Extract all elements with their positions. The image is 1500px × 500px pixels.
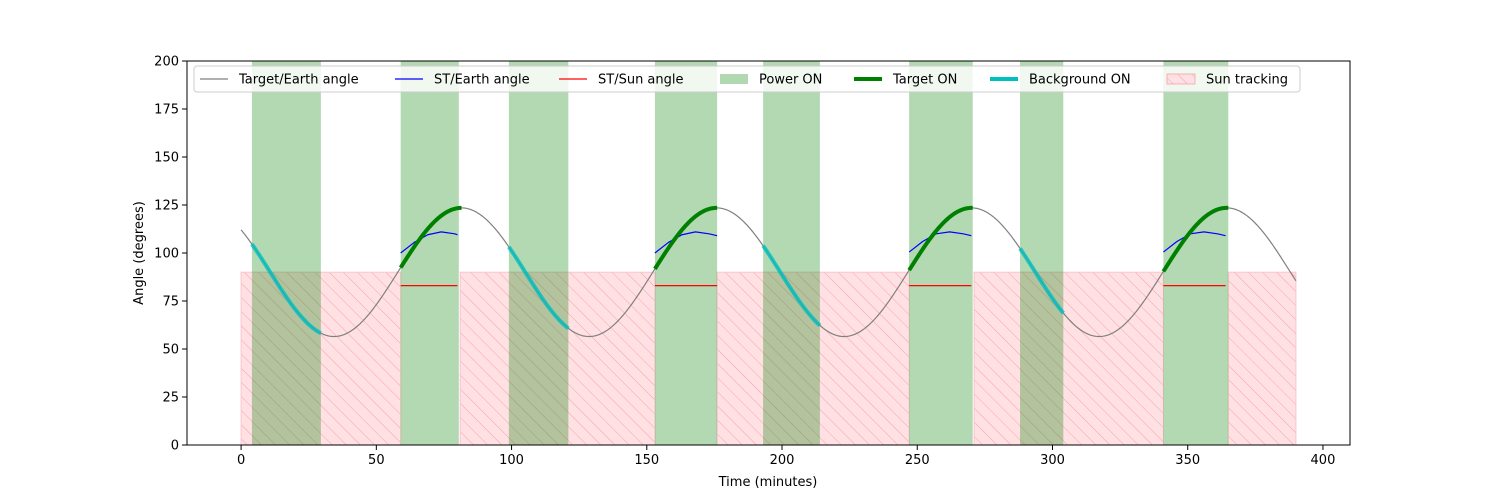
background-on-segment [1018, 247, 1065, 315]
sun-tracking-region [973, 271, 1164, 445]
x-tick-label: 0 [237, 453, 245, 468]
x-tick-label: 250 [905, 453, 930, 468]
power-on-band [763, 61, 820, 445]
x-tick-label: 50 [368, 453, 385, 468]
legend-item: ST/Sun angle [559, 73, 684, 88]
x-axis-ticks: 0 50 100 150 200 250 300 350 400 [237, 445, 1335, 468]
y-tick-label: 100 [154, 247, 179, 262]
x-axis-label: Time (minutes) [718, 475, 818, 490]
series-lines [240, 205, 1297, 338]
st-earth-angle-segment [400, 231, 458, 254]
sun-tracking-regions [240, 271, 1297, 445]
sun-tracking-region [459, 271, 656, 445]
y-tick-label: 50 [162, 343, 179, 358]
target-on-segment [907, 205, 973, 272]
y-tick-label: 0 [171, 439, 179, 454]
legend-label: Background ON [1029, 73, 1131, 88]
legend-swatch [1166, 73, 1196, 85]
background-on-segment [250, 242, 322, 335]
legend-label: Target ON [892, 73, 957, 88]
legend-item: Power ON [720, 73, 822, 88]
x-tick-label: 400 [1311, 453, 1336, 468]
legend: Target/Earth angle ST/Earth angle ST/Sun a… [193, 65, 1301, 93]
power-on-regions [251, 61, 1229, 445]
sun-tracking-region [240, 271, 402, 445]
st-earth-angle-segment [654, 231, 718, 254]
background-on-segment [507, 245, 570, 330]
legend-swatch [720, 74, 748, 84]
legend-item: Background ON [990, 73, 1131, 88]
y-axis-label: Angle (degrees) [132, 201, 147, 305]
sun-tracking-region [1227, 271, 1297, 445]
x-tick-label: 200 [770, 453, 795, 468]
legend-label: Sun tracking [1206, 73, 1288, 88]
background-on-segment [761, 244, 822, 327]
power-on-band [508, 61, 569, 445]
y-tick-label: 125 [154, 199, 179, 214]
legend-label: Target/Earth angle [238, 73, 359, 88]
target-on-segment [653, 205, 718, 270]
y-tick-label: 175 [154, 103, 179, 118]
y-tick-label: 150 [154, 151, 179, 166]
y-tick-label: 75 [162, 295, 179, 310]
x-tick-label: 350 [1175, 453, 1200, 468]
x-tick-label: 150 [634, 453, 659, 468]
st-earth-angle-segment [1163, 231, 1226, 253]
legend-label: Power ON [759, 73, 822, 88]
x-tick-label: 300 [1040, 453, 1065, 468]
legend-item: Sun tracking [1166, 73, 1288, 88]
x-tick-label: 100 [499, 453, 524, 468]
legend-label: ST/Sun angle [598, 73, 684, 88]
legend-item: Target ON [854, 73, 957, 88]
legend-item: Target/Earth angle [200, 73, 359, 88]
st-earth-angle-segment [908, 231, 972, 253]
y-tick-label: 25 [162, 391, 179, 406]
sun-tracking-region [716, 271, 910, 445]
target-on-segment [1161, 205, 1229, 273]
legend-label: ST/Earth angle [434, 73, 530, 88]
power-on-band [251, 61, 321, 445]
legend-item: ST/Earth angle [395, 73, 530, 88]
y-axis-ticks: 0 25 50 75 100 125 150 175 200 [154, 55, 187, 454]
y-tick-label: 200 [154, 55, 179, 70]
target-on-segment [398, 205, 462, 269]
power-on-band [1020, 61, 1064, 445]
